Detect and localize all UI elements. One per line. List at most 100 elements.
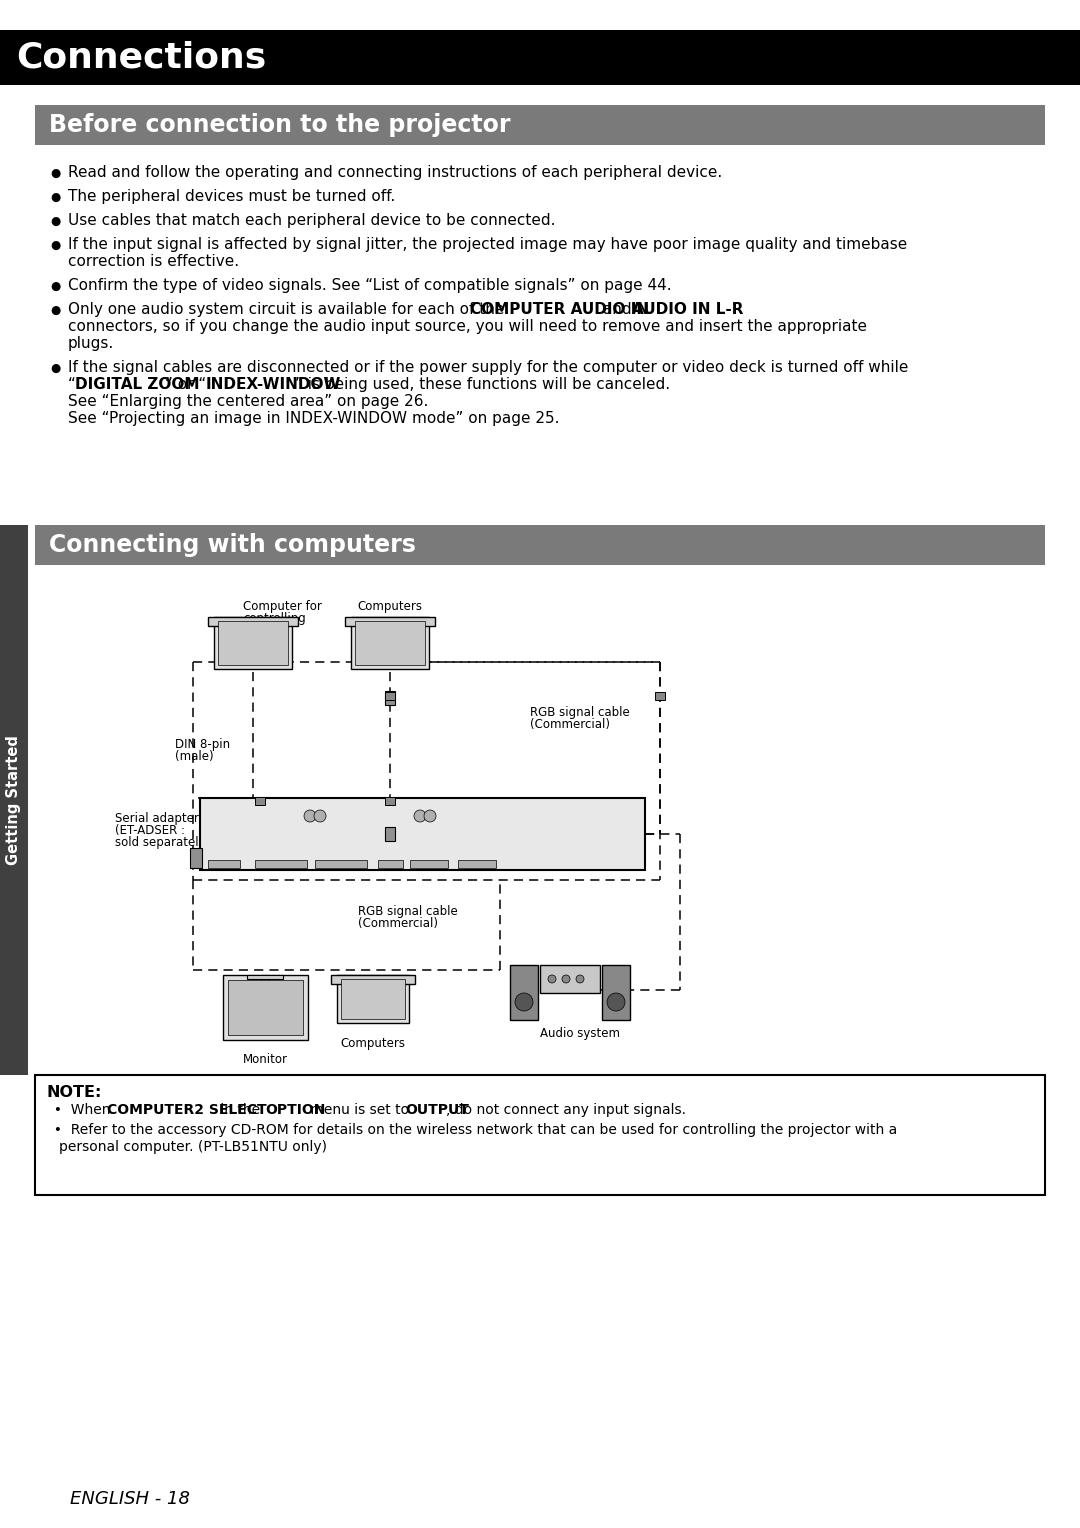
Text: ●: ● [50,304,60,316]
Bar [35,1076,1045,1195]
Bar [214,617,292,669]
Text: Connecting with computers: Connecting with computers [49,533,416,558]
Text: ●: ● [50,280,60,293]
Bar [345,617,435,626]
Text: sold separately): sold separately) [114,836,211,850]
Text: , do not connect any input signals.: , do not connect any input signals. [446,1103,686,1117]
Text: COMPUTER 2 (R,G,B/Y/C): COMPUTER 2 (R,G,B/Y/C) [360,845,437,850]
Bar [355,620,426,665]
Text: controlling: controlling [243,613,306,625]
Bar [384,691,395,704]
Text: RGB signal cable: RGB signal cable [357,905,458,918]
Text: Serial adapter: Serial adapter [114,811,199,825]
Text: NOTE:: NOTE: [48,1085,103,1100]
Text: connectors, so if you change the audio input source, you will need to remove and: connectors, so if you change the audio i… [68,319,867,335]
Circle shape [562,975,570,983]
Bar [602,966,630,1021]
Text: AUDIO IN L-R: AUDIO IN L-R [632,303,743,316]
Bar [337,975,409,1024]
Circle shape [607,993,625,1012]
Text: ●: ● [50,238,60,252]
Text: See “Enlarging the centered area” on page 26.: See “Enlarging the centered area” on pag… [68,394,429,410]
Bar [208,860,240,868]
Text: Use cables that match each peripheral device to be connected.: Use cables that match each peripheral de… [68,212,555,228]
Text: (Commercial): (Commercial) [357,917,438,931]
Bar [218,620,288,665]
Text: correction is effective.: correction is effective. [68,254,239,269]
Text: Connections: Connections [16,41,267,75]
Text: menu is set to: menu is set to [307,1103,414,1117]
Text: Computers: Computers [357,601,422,613]
Text: Monitor: Monitor [243,1053,287,1067]
Text: ●: ● [50,167,60,180]
Text: •  When: • When [45,1103,114,1117]
Text: If the input signal is affected by signal jitter, the projected image may have p: If the input signal is affected by signa… [68,237,907,252]
Text: DIN 8-pin: DIN 8-pin [175,738,230,750]
Text: If the signal cables are disconnected or if the power supply for the computer or: If the signal cables are disconnected or… [68,361,908,374]
Circle shape [424,810,436,822]
Text: DIGITAL ZOOM: DIGITAL ZOOM [75,377,200,393]
Text: Audio system: Audio system [540,1027,620,1041]
Bar [200,798,645,869]
Text: ” is being used, these functions will be canceled.: ” is being used, these functions will be… [295,377,671,393]
Bar [341,979,405,1019]
Text: AC IN ~: AC IN ~ [215,811,244,821]
Bar [510,966,538,1021]
Bar [222,975,308,1041]
Text: OUTPUT: OUTPUT [405,1103,470,1117]
Text: S-VIDEO IN   AUDIO IN   COMP/DSP AUDIO IN: S-VIDEO IN AUDIO IN COMP/DSP AUDIO IN [458,845,580,850]
Bar [384,827,395,840]
Circle shape [303,810,316,822]
Text: See “Projecting an image in INDEX-WINDOW mode” on page 25.: See “Projecting an image in INDEX-WINDOW… [68,411,559,426]
Text: (male): (male) [175,750,214,762]
Text: Computer for: Computer for [243,601,322,613]
Text: INDEX-WINDOW: INDEX-WINDOW [205,377,341,393]
Bar [208,617,298,626]
Bar [384,798,395,805]
Bar [654,692,665,700]
Text: ENGLISH - 18: ENGLISH - 18 [70,1490,190,1508]
Text: COMPUTER AUDIO IN: COMPUTER AUDIO IN [471,303,649,316]
Bar [261,975,269,987]
Bar [190,848,202,868]
Text: OPTION: OPTION [266,1103,326,1117]
Text: in the: in the [216,1103,265,1117]
Bar [255,798,265,805]
Bar [0,31,1080,86]
Bar [378,860,403,868]
Text: VIDEO IN: VIDEO IN [330,811,364,821]
Text: •  Refer to the accessory CD-ROM for details on the wireless network that can be: • Refer to the accessory CD-ROM for deta… [45,1123,897,1137]
Text: Confirm the type of video signals. See “List of compatible signals” on page 44.: Confirm the type of video signals. See “… [68,278,672,293]
Text: Read and follow the operating and connecting instructions of each peripheral dev: Read and follow the operating and connec… [68,165,723,180]
Circle shape [314,810,326,822]
Bar [351,617,429,669]
Text: SERIAL: SERIAL [208,845,230,850]
Text: Before connection to the projector: Before connection to the projector [49,113,511,138]
Circle shape [414,810,426,822]
Bar [384,692,395,700]
Bar [35,526,1045,565]
Text: VARIABLE
AUDIO OUT: VARIABLE AUDIO OUT [445,810,485,822]
Circle shape [548,975,556,983]
Bar [228,979,303,1034]
Bar [247,975,283,979]
Text: COMPUTER 1 (R,G,B/Y): COMPUTER 1 (R,G,B/Y) [255,845,326,850]
Circle shape [576,975,584,983]
Text: COMPUTER2 SELECT: COMPUTER2 SELECT [107,1103,267,1117]
Text: ” or “: ” or “ [164,377,206,393]
Text: ●: ● [50,362,60,374]
Text: (ET-ADSER :: (ET-ADSER : [114,824,185,837]
Text: ●: ● [50,215,60,228]
Text: Getting Started: Getting Started [6,735,22,865]
Bar [255,860,307,868]
Text: and: and [597,303,636,316]
Bar [458,860,496,868]
Text: plugs.: plugs. [68,336,114,351]
Bar [0,526,28,1076]
Text: Only one audio system circuit is available for each of the: Only one audio system circuit is availab… [68,303,510,316]
Text: RGB signal cable: RGB signal cable [530,706,630,720]
Text: The peripheral devices must be turned off.: The peripheral devices must be turned of… [68,189,395,205]
Bar [315,860,367,868]
Text: Computers: Computers [340,1038,405,1050]
Text: ●: ● [50,191,60,205]
